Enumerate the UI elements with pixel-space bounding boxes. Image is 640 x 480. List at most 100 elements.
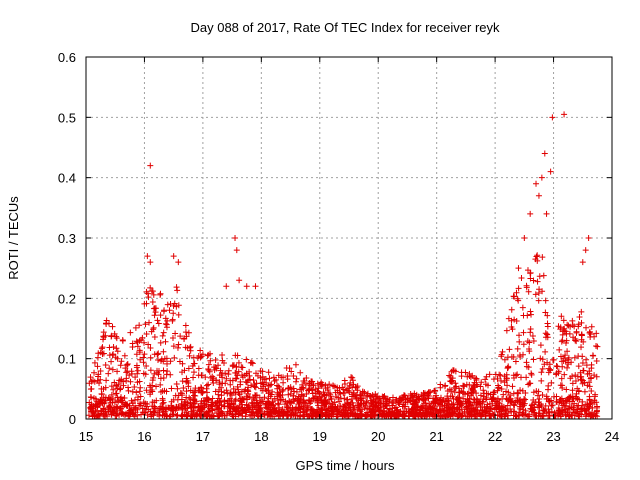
- data-point: [472, 413, 479, 420]
- data-point: [169, 404, 176, 411]
- data-point: [142, 321, 149, 328]
- data-point: [558, 338, 565, 345]
- data-point: [536, 395, 543, 402]
- data-point: [169, 317, 176, 324]
- data-point: [170, 310, 177, 317]
- data-point: [162, 404, 169, 411]
- data-point: [370, 401, 377, 408]
- data-point: [97, 367, 104, 374]
- data-point: [163, 412, 170, 419]
- data-point: [526, 380, 533, 387]
- data-point: [103, 321, 110, 328]
- data-point: [112, 390, 119, 397]
- data-point: [199, 351, 206, 358]
- data-point: [125, 412, 132, 419]
- data-point: [309, 405, 316, 412]
- data-point: [143, 330, 150, 337]
- data-point: [148, 328, 155, 335]
- data-point: [450, 404, 457, 411]
- data-point: [173, 403, 180, 410]
- data-point: [354, 401, 361, 408]
- data-point: [209, 373, 216, 380]
- data-point: [561, 327, 568, 334]
- data-point: [335, 394, 342, 401]
- data-point: [113, 335, 120, 342]
- data-point: [414, 411, 421, 418]
- data-point: [118, 376, 125, 383]
- data-point: [169, 334, 176, 341]
- data-point: [490, 396, 497, 403]
- data-point: [162, 315, 169, 322]
- data-point: [518, 275, 525, 282]
- data-point: [324, 384, 331, 391]
- data-point: [572, 337, 579, 344]
- data-point: [98, 390, 105, 397]
- data-point: [110, 386, 117, 393]
- data-point: [531, 411, 538, 418]
- data-point: [575, 387, 582, 394]
- data-point: [309, 390, 316, 397]
- data-point: [341, 380, 348, 387]
- data-point: [486, 413, 493, 420]
- data-point: [300, 385, 307, 392]
- data-point: [155, 350, 162, 357]
- data-point: [489, 395, 496, 402]
- data-point: [235, 359, 242, 366]
- data-point: [187, 347, 194, 354]
- data-point: [203, 389, 210, 396]
- data-point: [157, 381, 164, 388]
- data-point: [161, 307, 168, 314]
- data-point: [253, 380, 260, 387]
- data-point: [215, 391, 222, 398]
- data-point: [572, 372, 579, 379]
- data-point: [240, 407, 247, 414]
- data-point: [582, 247, 589, 254]
- data-point: [248, 412, 255, 419]
- x-tick-label: 18: [254, 429, 268, 444]
- data-point: [564, 364, 571, 371]
- data-point: [114, 355, 121, 362]
- data-point: [483, 396, 490, 403]
- data-point: [192, 385, 199, 392]
- data-point: [118, 358, 125, 365]
- chart-title: Day 088 of 2017, Rate Of TEC Index for r…: [190, 20, 500, 35]
- data-point: [159, 332, 166, 339]
- data-point: [521, 235, 528, 241]
- data-point: [526, 339, 533, 346]
- data-point: [175, 341, 182, 348]
- data-point: [430, 395, 437, 402]
- data-point: [266, 375, 273, 382]
- data-point: [562, 397, 569, 404]
- data-point: [577, 373, 584, 380]
- data-point: [529, 332, 536, 339]
- data-point: [560, 357, 567, 364]
- data-point: [206, 405, 213, 412]
- data-point: [538, 377, 545, 384]
- x-tick-label: 15: [79, 429, 93, 444]
- data-point: [144, 253, 151, 260]
- data-point: [459, 401, 466, 408]
- data-point: [593, 343, 600, 350]
- data-point: [367, 413, 374, 420]
- data-point: [465, 402, 472, 409]
- data-point: [375, 404, 382, 411]
- data-point: [293, 388, 300, 395]
- data-point: [512, 358, 519, 365]
- data-point: [110, 395, 117, 402]
- data-point: [563, 386, 570, 393]
- data-point: [212, 406, 219, 413]
- data-point: [354, 413, 361, 420]
- data-point: [273, 376, 280, 383]
- data-point: [589, 352, 596, 359]
- data-point: [262, 375, 269, 382]
- y-tick-label: 0.3: [58, 231, 76, 246]
- data-point: [99, 400, 106, 407]
- data-point: [337, 390, 344, 397]
- data-point: [243, 401, 250, 408]
- data-point: [541, 150, 548, 157]
- data-point: [97, 376, 104, 383]
- data-point: [109, 323, 116, 330]
- data-point: [163, 371, 170, 378]
- data-point: [111, 330, 118, 337]
